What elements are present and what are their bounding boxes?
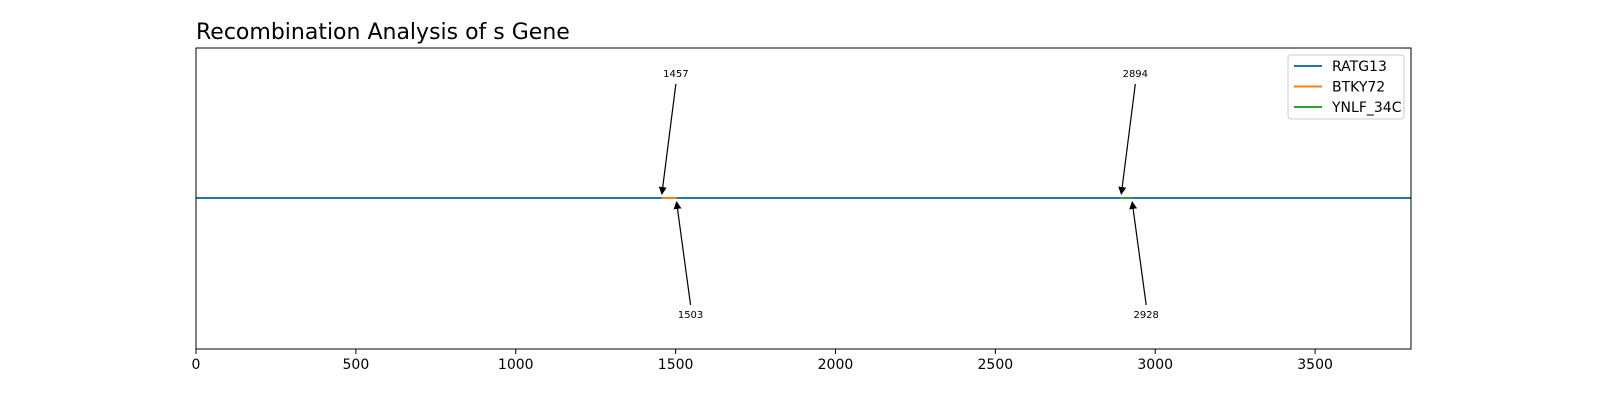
x-tick-label-4: 2000 (818, 357, 854, 373)
legend-box (1287, 54, 1405, 120)
annotation-arrow-3 (1129, 201, 1147, 306)
x-tick-label-0: 0 (192, 357, 201, 373)
legend-label-1: BTKY72 (1332, 80, 1385, 96)
x-tick-label-6: 3000 (1137, 357, 1173, 373)
plot-frame (195, 47, 1412, 350)
x-tick-label-7: 3500 (1297, 357, 1333, 373)
x-axis: 0 500 1000 1500 2000 2500 3000 3500 (192, 349, 1333, 373)
annotation-label-1: 1503 (678, 310, 703, 321)
annotation-arrow-1 (673, 201, 692, 306)
annotation-arrow-2 (1118, 83, 1136, 195)
x-tick-label-1: 500 (343, 357, 370, 373)
legend-label-0: RATG13 (1332, 59, 1387, 75)
legend-label-2: YNLF_34C (1331, 100, 1402, 116)
x-tick-label-2: 1000 (498, 357, 534, 373)
chart-title: Recombination Analysis of s Gene (196, 20, 570, 45)
x-tick-label-5: 2500 (978, 357, 1014, 373)
annotation-arrow-0 (658, 83, 677, 195)
legend: RATG13 BTKY72 YNLF_34C (1287, 54, 1405, 120)
annotation-label-3: 2928 (1133, 310, 1158, 321)
annotation-label-2: 2894 (1123, 69, 1148, 80)
annotation-layer: 1457 1503 2894 2928 (658, 69, 1159, 321)
x-tick-label-3: 1500 (658, 357, 694, 373)
annotation-label-0: 1457 (663, 69, 688, 80)
